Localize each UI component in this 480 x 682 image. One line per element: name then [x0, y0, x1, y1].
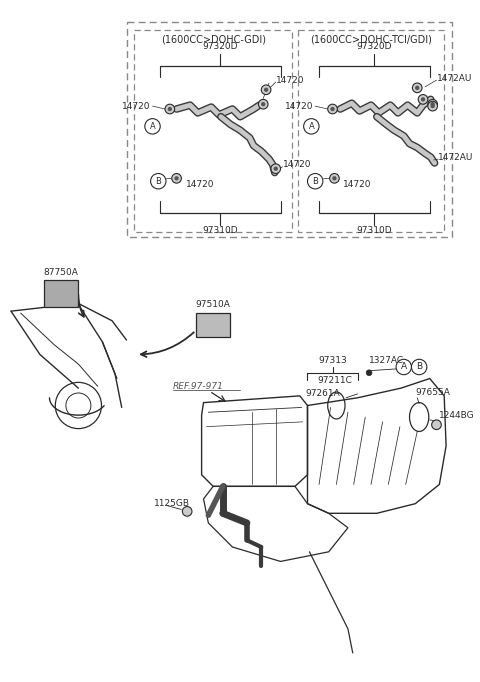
Bar [196, 313, 230, 337]
Text: 14720: 14720 [343, 179, 372, 189]
Circle shape [174, 176, 179, 181]
Circle shape [412, 83, 422, 93]
Circle shape [428, 102, 437, 111]
Circle shape [421, 98, 425, 102]
Text: A: A [401, 363, 407, 372]
Text: 14720: 14720 [276, 76, 304, 85]
Bar [44, 280, 78, 308]
Text: B: B [312, 177, 318, 186]
Text: A: A [309, 122, 314, 131]
Circle shape [182, 507, 192, 516]
Bar [127, 23, 452, 237]
Text: (1600CC>DOHC-TCI/GDI): (1600CC>DOHC-TCI/GDI) [310, 35, 432, 45]
Circle shape [172, 173, 181, 183]
Text: 97310D: 97310D [357, 226, 392, 235]
Text: 1472AU: 1472AU [436, 74, 472, 83]
Text: 97211C: 97211C [317, 376, 352, 385]
Text: B: B [156, 177, 161, 186]
Circle shape [330, 107, 335, 111]
Text: 1244BG: 1244BG [439, 411, 475, 419]
Circle shape [165, 104, 175, 114]
Bar [298, 30, 444, 233]
Circle shape [328, 104, 337, 114]
Circle shape [366, 370, 372, 376]
Text: 14720: 14720 [186, 179, 215, 189]
Circle shape [415, 86, 420, 90]
Text: REF.97-971: REF.97-971 [173, 382, 224, 391]
Text: A: A [150, 122, 156, 131]
Text: 1327AC: 1327AC [369, 356, 404, 365]
Text: 97320D: 97320D [357, 42, 392, 51]
Text: 87750A: 87750A [44, 269, 79, 278]
Text: 97261A: 97261A [306, 389, 340, 398]
Circle shape [261, 85, 271, 95]
Text: 14720: 14720 [122, 102, 151, 110]
Circle shape [332, 176, 336, 181]
Circle shape [271, 164, 280, 173]
Bar [134, 30, 292, 233]
Circle shape [258, 100, 268, 109]
Circle shape [264, 87, 268, 92]
Circle shape [432, 420, 441, 430]
Text: 14720: 14720 [282, 160, 311, 169]
Text: B: B [416, 363, 422, 372]
Text: 97510A: 97510A [196, 300, 230, 309]
Text: 1125GB: 1125GB [154, 499, 190, 508]
Circle shape [330, 173, 339, 183]
Text: 97655A: 97655A [415, 389, 450, 398]
Circle shape [261, 102, 265, 106]
Text: 1472AU: 1472AU [438, 153, 474, 162]
Text: 97310D: 97310D [203, 226, 238, 235]
Circle shape [431, 102, 435, 106]
Circle shape [418, 95, 428, 104]
Text: 97313: 97313 [318, 356, 347, 365]
Circle shape [431, 104, 435, 108]
Circle shape [168, 107, 172, 111]
Text: 97320D: 97320D [203, 42, 238, 51]
Text: 14720: 14720 [285, 102, 313, 110]
Circle shape [428, 100, 437, 109]
Circle shape [274, 166, 278, 171]
Text: (1600CC>DOHC-GDI): (1600CC>DOHC-GDI) [161, 35, 265, 45]
